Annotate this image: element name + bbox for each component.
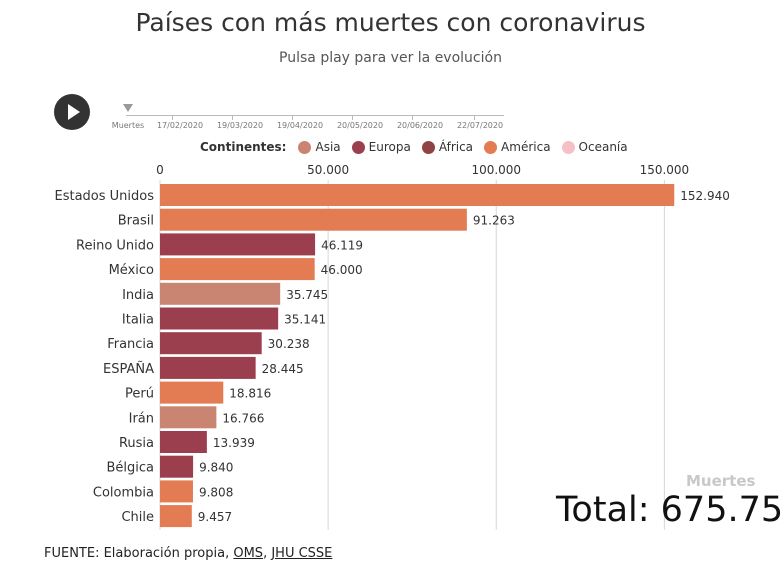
- source-link-oms[interactable]: OMS: [233, 546, 264, 561]
- x-tick-label: 150.000: [640, 163, 690, 177]
- legend-label: América: [501, 140, 551, 154]
- legend-item-oceania[interactable]: Oceanía: [561, 140, 628, 154]
- metric-watermark: Muertes: [686, 472, 756, 490]
- legend-item-africa[interactable]: África: [421, 140, 474, 154]
- bar: [160, 332, 262, 355]
- timeline-label: 19/04/2020: [276, 121, 324, 130]
- category-label: ESPAÑA: [103, 361, 154, 377]
- category-label: Brasil: [118, 214, 154, 229]
- timeline-label: 19/03/2020: [216, 121, 264, 130]
- category-label: Italia: [122, 313, 154, 328]
- value-label: 35.141: [284, 313, 326, 327]
- legend-item-asia[interactable]: Asia: [298, 140, 341, 154]
- timeline-tick: [292, 116, 293, 120]
- legend-label: Oceanía: [578, 140, 628, 154]
- value-label: 152.940: [680, 189, 730, 203]
- x-tick-label: 100.000: [471, 163, 521, 177]
- value-label: 9.808: [199, 485, 233, 499]
- value-label: 28.445: [262, 362, 304, 376]
- timeline-label: 20/06/2020: [396, 121, 444, 130]
- legend-swatch: [421, 140, 435, 154]
- chart-subtitle: Pulsa play para ver la evolución: [279, 50, 502, 66]
- bar: [160, 406, 217, 429]
- category-label: Colombia: [93, 485, 154, 500]
- bar: [160, 282, 281, 305]
- total-deaths: Total: 675.759: [556, 490, 781, 530]
- timeline-label: 20/05/2020: [336, 121, 384, 130]
- timeline-slider[interactable]: Muertes 17/02/2020 19/03/2020 19/04/2020…: [108, 104, 508, 134]
- legend-title: Continentes:: [200, 140, 287, 154]
- legend-swatch: [298, 140, 312, 154]
- legend-label: Asia: [315, 140, 341, 154]
- legend-label: África: [438, 140, 474, 154]
- play-icon: [68, 104, 80, 120]
- chart-title: Países con más muertes con coronavirus: [135, 8, 646, 37]
- timeline-tick: [412, 116, 413, 120]
- x-tick-label: 50.000: [307, 163, 349, 177]
- play-button[interactable]: [54, 94, 90, 130]
- legend-item-europa[interactable]: Europa: [351, 140, 411, 154]
- value-label: 35.745: [286, 288, 328, 302]
- bar: [160, 356, 256, 379]
- category-label: India: [122, 288, 154, 303]
- bar: [160, 455, 194, 478]
- bar: [160, 258, 315, 281]
- value-label: 18.816: [229, 387, 271, 401]
- value-label: 9.457: [198, 510, 232, 524]
- timeline-track: [126, 115, 504, 116]
- bar: [160, 381, 224, 404]
- legend-swatch: [351, 140, 365, 154]
- timeline-label: 17/02/2020: [156, 121, 204, 130]
- legend-swatch: [561, 140, 575, 154]
- source-separator: ,: [263, 546, 272, 561]
- value-label: 13.939: [213, 436, 255, 450]
- category-label: Irán: [129, 411, 154, 426]
- timeline-label: Muertes: [111, 121, 145, 130]
- timeline-tick: [474, 116, 475, 120]
- category-label: Francia: [107, 337, 154, 352]
- legend-label: Europa: [368, 140, 411, 154]
- category-label: Estados Unidos: [54, 189, 154, 204]
- legend-swatch: [484, 140, 498, 154]
- bar: [160, 505, 192, 528]
- x-tick-label: 0: [156, 163, 164, 177]
- value-label: 9.840: [199, 461, 233, 475]
- timeline-tick: [352, 116, 353, 120]
- category-label: Bélgica: [106, 461, 154, 476]
- category-label: Rusia: [119, 436, 154, 451]
- bar-chart: 0 50.000 100.000 150.000 Estados Unidos 152.9…: [54, 163, 730, 530]
- category-label: Chile: [121, 510, 154, 525]
- timeline-label: 22/07/2020: [456, 121, 504, 130]
- category-label: México: [109, 263, 154, 278]
- value-label: 16.766: [222, 411, 264, 425]
- bar: [160, 480, 193, 503]
- bar: [160, 431, 207, 453]
- timeline-tick: [232, 116, 233, 120]
- bar: [160, 233, 316, 256]
- value-label: 46.119: [321, 238, 363, 252]
- bar: [160, 208, 467, 231]
- source-note: FUENTE: Elaboración propia, OMS, JHU CSS…: [44, 546, 332, 561]
- legend-item-america[interactable]: América: [484, 140, 551, 154]
- legend: Continentes: Asia Europa África América …: [200, 140, 639, 154]
- bar: [160, 307, 279, 330]
- source-prefix: FUENTE: Elaboración propia,: [44, 546, 234, 561]
- value-label: 46.000: [321, 263, 363, 277]
- timeline-tick: [172, 116, 173, 120]
- bar: [160, 184, 675, 206]
- value-label: 91.263: [473, 214, 515, 228]
- timeline-handle[interactable]: [123, 104, 133, 112]
- value-label: 30.238: [268, 337, 310, 351]
- category-label: Perú: [125, 387, 154, 402]
- category-label: Reino Unido: [76, 238, 154, 253]
- source-link-jhu[interactable]: JHU CSSE: [271, 546, 333, 561]
